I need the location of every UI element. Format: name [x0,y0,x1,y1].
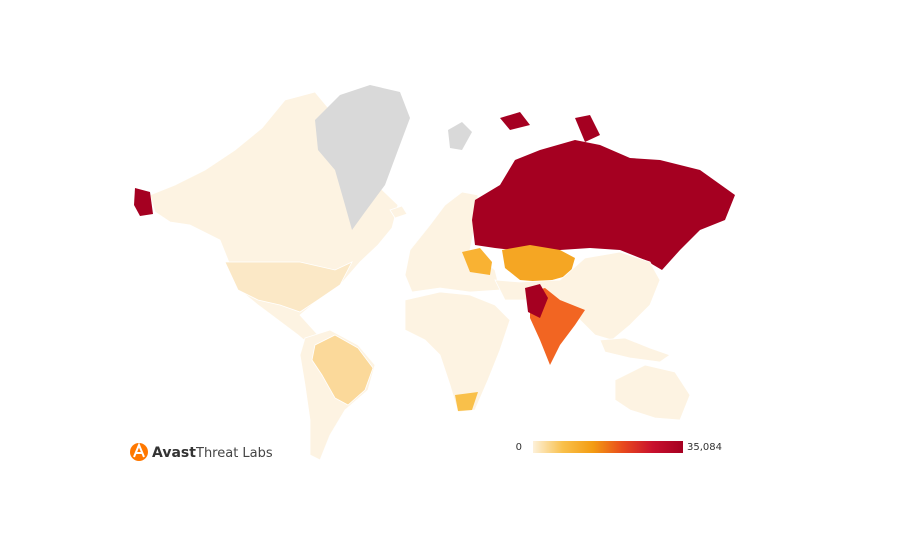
africa [404,291,511,413]
world-map [134,85,735,461]
alaska-region [134,188,153,216]
brand-product: Threat Labs [195,446,273,461]
legend-bar [533,441,683,453]
legend: 0 35,084 [516,441,722,453]
novaya-zemlya [575,115,600,142]
arctic-islands [500,112,530,130]
greenland [315,85,410,230]
legend-min: 0 [516,442,522,453]
svalbard-gray [448,122,472,150]
russia [472,140,735,270]
southeast-asia [599,337,671,363]
brand-name: Avast [152,445,196,461]
australia [614,364,691,421]
legend-max: 35,084 [687,442,722,453]
logo: Avast Threat Labs [130,442,273,461]
iceland [389,205,408,219]
brazil [311,334,374,406]
logo-glyph [133,442,145,458]
kazakhstan [502,245,575,282]
ukraine [462,248,492,275]
pakistan [525,284,548,318]
united-states [224,261,353,313]
south-africa [455,392,478,411]
